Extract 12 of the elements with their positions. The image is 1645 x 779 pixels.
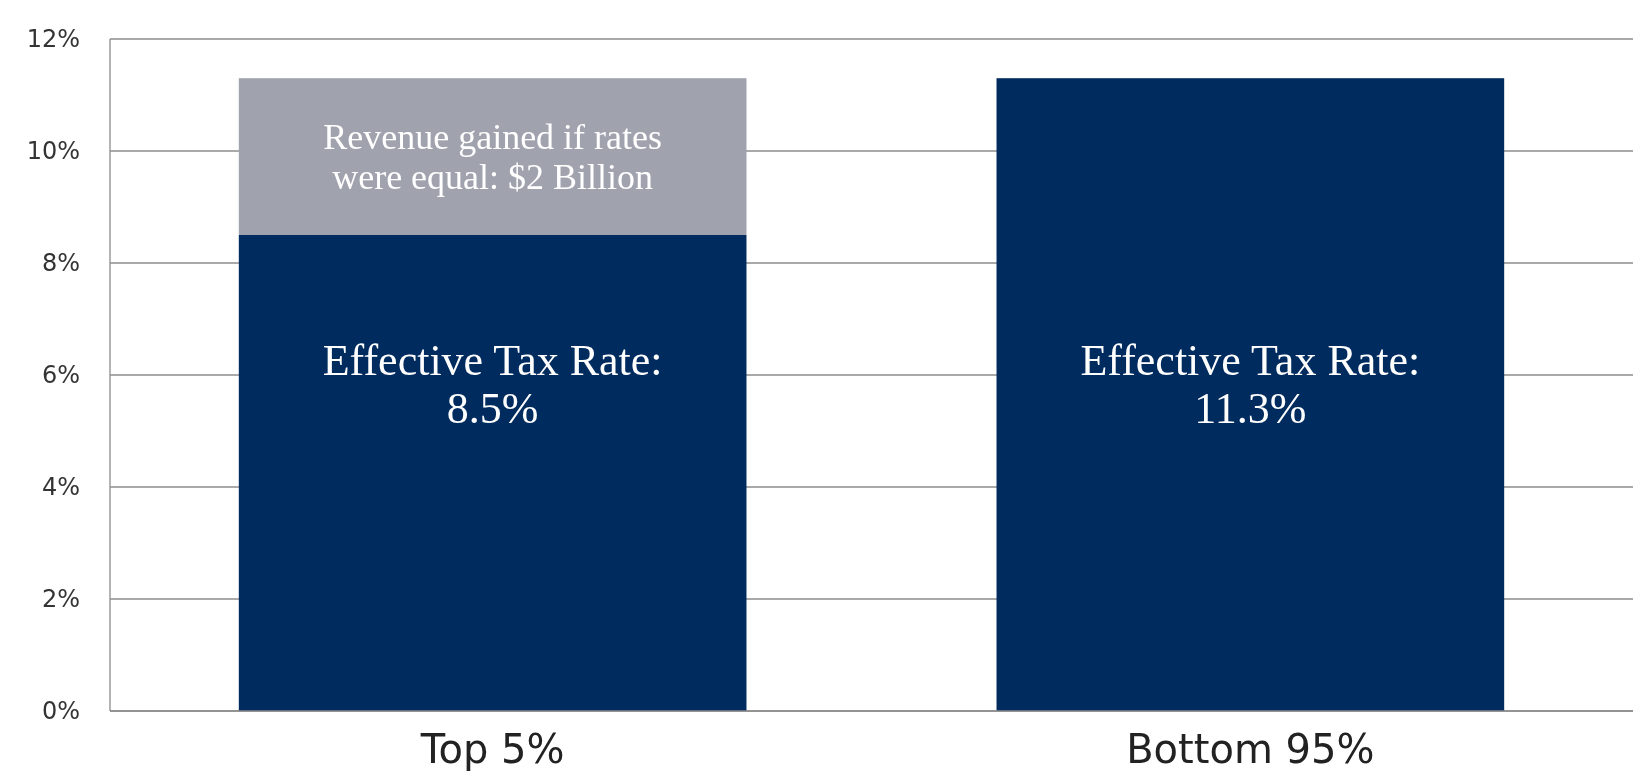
y-tick-label: 12%	[26, 25, 80, 54]
y-tick-label: 10%	[26, 137, 80, 166]
y-tick-label: 6%	[41, 361, 80, 390]
x-tick-label: Bottom 95%	[1126, 726, 1375, 772]
y-tick-label: 0%	[41, 697, 80, 726]
x-tick-label: Top 5%	[419, 726, 565, 772]
y-tick-label: 4%	[41, 473, 80, 502]
y-tick-label: 2%	[41, 585, 80, 614]
y-tick-label: 8%	[41, 249, 80, 278]
data-label: Effective Tax Rate: 11.3%	[1080, 336, 1421, 434]
data-label: Effective Tax Rate: 8.5%	[322, 336, 663, 434]
annotation: Revenue gained if rates were equal: $2 Billion	[323, 116, 663, 197]
